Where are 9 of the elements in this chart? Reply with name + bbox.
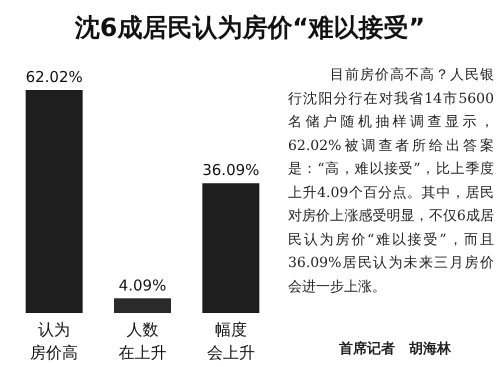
category: 认为房价高 <box>29 319 80 364</box>
category: 幅度会上升 <box>206 319 256 364</box>
data-label: 4.09% <box>118 276 166 294</box>
category: 人数在上升 <box>118 319 168 364</box>
title: 沈6成居民认为房价“难以接受” <box>74 13 426 42</box>
text: 首席记者 胡海林 <box>338 340 452 358</box>
data-label: 36.09% <box>202 161 260 180</box>
data-label: 62.02% <box>26 68 83 86</box>
text: 目前房价高不高？人民银行沈阳分行在对我省14市5600名储户随机抽样调查显示，62.02%被调查者所给出答案是：“高，难以接受”，比上季度上升4.09个百分点。其中，居民对房价上涨感受明显，不仅6成居民认为房价“难以接受”，而且36.09%居民认为未来三月房价会进一步上涨。 <box>288 67 494 294</box>
